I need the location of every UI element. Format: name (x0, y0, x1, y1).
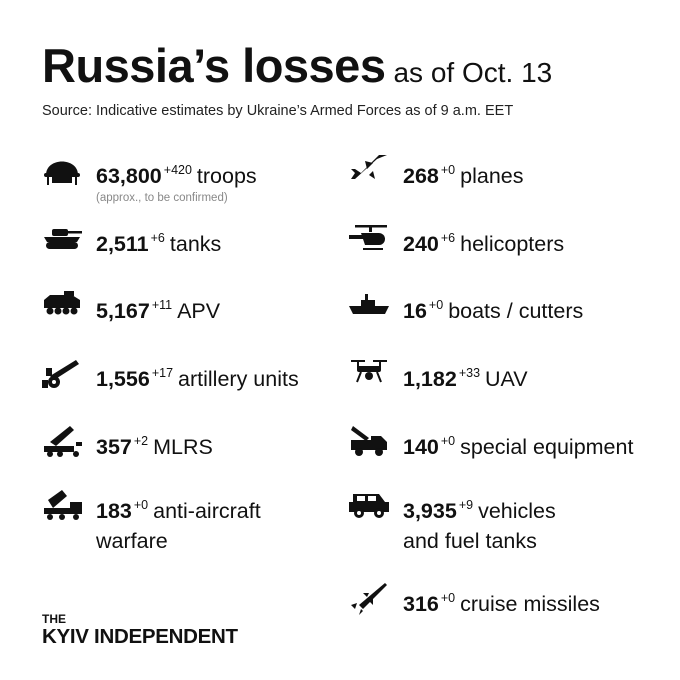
loss-item-special: 140 +0 special equipment (347, 426, 633, 462)
loss-delta: +0 (440, 434, 456, 448)
loss-text: 3,935 +9 vehicles and fuel tanks (403, 490, 556, 556)
loss-label: cruise missiles (460, 592, 600, 616)
loss-label: APV (177, 299, 221, 323)
loss-text: 16 +0 boats / cutters (403, 290, 583, 326)
loss-item-troops: 63,800 +420 troops (approx., to be confirme… (40, 155, 257, 205)
logo-name: KYIV INDEPENDENT (42, 625, 238, 648)
loss-text: 63,800 +420 troops (approx., to be confirme… (96, 155, 257, 205)
loss-item-planes: 268 +0 planes (347, 155, 524, 191)
loss-delta: +0 (440, 163, 456, 177)
loss-text: 268 +0 planes (403, 155, 524, 191)
anti-aircraft-icon (40, 486, 84, 522)
loss-value: 1,182 (403, 367, 457, 391)
loss-item-boats: 16 +0 boats / cutters (347, 290, 583, 326)
loss-value: 63,800 (96, 164, 162, 188)
loss-text: 357 +2 MLRS (96, 426, 213, 462)
missile-icon (347, 579, 391, 615)
loss-value: 183 (96, 499, 132, 523)
loss-text: 140 +0 special equipment (403, 426, 633, 462)
loss-value: 2,511 (96, 232, 149, 256)
title-main: Russia’s losses (42, 39, 386, 92)
loss-text: 5,167 +11 APV (96, 290, 220, 326)
vehicle-icon (347, 486, 391, 522)
loss-label: special equipment (460, 435, 634, 459)
loss-label: artillery units (178, 367, 299, 391)
loss-item-cruise: 316 +0 cruise missiles (347, 583, 600, 619)
loss-delta: +0 (428, 298, 444, 312)
loss-label: vehicles (478, 499, 556, 523)
loss-item-uav: 1,182 +33 UAV (347, 358, 528, 394)
loss-text: 2,511 +6 tanks (96, 223, 221, 259)
source-note: Source: Indicative estimates by Ukraine’… (42, 103, 514, 119)
loss-item-antiaircraft: 183 +0 anti-aircraft warfare (40, 490, 261, 556)
loss-text: 183 +0 anti-aircraft warfare (96, 490, 261, 556)
loss-delta: +2 (133, 434, 149, 448)
loss-item-apv: 5,167 +11 APV (40, 290, 220, 326)
logo-the: THE (42, 612, 66, 626)
loss-item-helicopters: 240 +6 helicopters (347, 223, 564, 259)
loss-delta: +9 (458, 498, 474, 512)
loss-text: 240 +6 helicopters (403, 223, 564, 259)
loss-text: 316 +0 cruise missiles (403, 583, 600, 619)
loss-note: (approx., to be confirmed) (96, 192, 228, 204)
loss-value: 240 (403, 232, 439, 256)
loss-value: 1,556 (96, 367, 150, 391)
loss-label-line2: warfare (96, 529, 168, 553)
loss-delta: +17 (151, 366, 174, 380)
loss-value: 140 (403, 435, 439, 459)
loss-value: 357 (96, 435, 132, 459)
loss-value: 268 (403, 164, 439, 188)
loss-delta: +420 (163, 163, 192, 177)
loss-value: 316 (403, 592, 439, 616)
apv-icon (40, 286, 84, 322)
loss-value: 3,935 (403, 499, 457, 523)
loss-delta: +0 (133, 498, 149, 512)
loss-label: MLRS (153, 435, 213, 459)
loss-label-line2: and fuel tanks (403, 529, 537, 553)
tank-icon (40, 219, 84, 255)
loss-label: anti-aircraft (153, 499, 261, 523)
loss-label: helicopters (460, 232, 565, 256)
loss-label: UAV (485, 367, 528, 391)
loss-delta: +6 (150, 231, 165, 245)
drone-icon (347, 354, 391, 390)
title-date: as of Oct. 13 (393, 57, 553, 88)
loss-item-mlrs: 357 +2 MLRS (40, 426, 213, 462)
loss-delta: +6 (440, 231, 456, 245)
helmet-icon (40, 151, 84, 187)
loss-text: 1,182 +33 UAV (403, 358, 528, 394)
mlrs-icon (40, 422, 84, 458)
loss-item-artillery: 1,556 +17 artillery units (40, 358, 299, 394)
special-equipment-icon (347, 422, 391, 458)
loss-delta: +11 (151, 298, 173, 312)
artillery-icon (40, 354, 84, 390)
loss-value: 5,167 (96, 299, 150, 323)
loss-delta: +0 (440, 591, 456, 605)
kyiv-independent-logo: THE KYIV INDEPENDENT (42, 612, 238, 649)
loss-label: planes (460, 164, 524, 188)
page-title: Russia’s losses as of Oct. 13 (42, 38, 552, 93)
helicopter-icon (347, 219, 391, 255)
loss-item-vehicles: 3,935 +9 vehicles and fuel tanks (347, 490, 556, 556)
loss-label: tanks (169, 232, 222, 256)
loss-item-tanks: 2,511 +6 tanks (40, 223, 221, 259)
loss-delta: +33 (458, 366, 481, 380)
boat-icon (347, 286, 391, 322)
loss-value: 16 (403, 299, 427, 323)
loss-label: boats / cutters (448, 299, 584, 323)
loss-text: 1,556 +17 artillery units (96, 358, 299, 394)
plane-icon (347, 151, 391, 187)
loss-label: troops (196, 164, 257, 188)
